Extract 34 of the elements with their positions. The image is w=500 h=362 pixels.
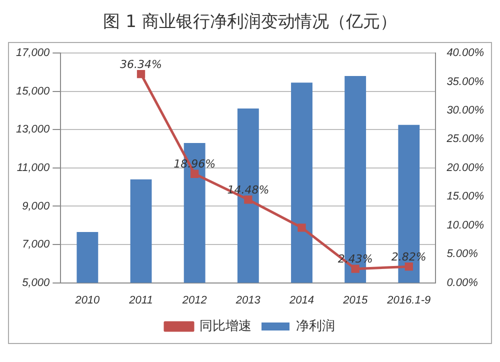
x-tick-label: 2010 — [74, 294, 101, 306]
point — [136, 70, 146, 78]
y-tick-label: 9,000 — [22, 200, 51, 212]
y-tick-label: 15,000 — [16, 85, 51, 98]
chart-title: 图 1 商业银行净利润变动情况（亿元） — [102, 10, 398, 34]
y2-tick-label: 25.00% — [446, 133, 484, 146]
y-tick-label: 11,000 — [16, 162, 51, 174]
y2-tick-label: 0.00% — [446, 276, 478, 289]
legend-label: 净利润 — [296, 318, 335, 334]
y2-tick-label: 5.00% — [446, 248, 478, 260]
data-label: 18.96% — [174, 158, 216, 171]
y-tick-label: 17,000 — [16, 47, 51, 60]
point — [404, 262, 413, 271]
x-tick-label: 2016.1-9 — [386, 294, 431, 306]
y2-tick-label: 15.00% — [446, 190, 484, 203]
y2-tick-label: 35.00% — [446, 76, 484, 88]
x-tick-label: 2015 — [342, 294, 368, 306]
x-tick-label: 2012 — [181, 294, 207, 306]
y2-tick-label: 40.00% — [446, 47, 484, 60]
y2-tick-label: 10.00% — [446, 219, 484, 232]
y2-tick-label: 30.00% — [446, 104, 484, 117]
point — [244, 196, 252, 204]
y-tick-label: 5,000 — [22, 276, 51, 289]
y2-tick-label: 20.00% — [446, 162, 484, 174]
point — [351, 264, 360, 273]
x-tick-label: 2011 — [128, 294, 153, 306]
legend-label: 同比增速 — [200, 318, 252, 334]
data-label: 36.34% — [120, 58, 162, 71]
y-tick-label: 13,000 — [16, 124, 51, 136]
y-tick-label: 7,000 — [22, 238, 51, 251]
point — [190, 170, 199, 178]
x-tick-label: 2014 — [288, 294, 314, 306]
x-tick-label: 2013 — [234, 294, 262, 306]
point — [298, 224, 306, 232]
